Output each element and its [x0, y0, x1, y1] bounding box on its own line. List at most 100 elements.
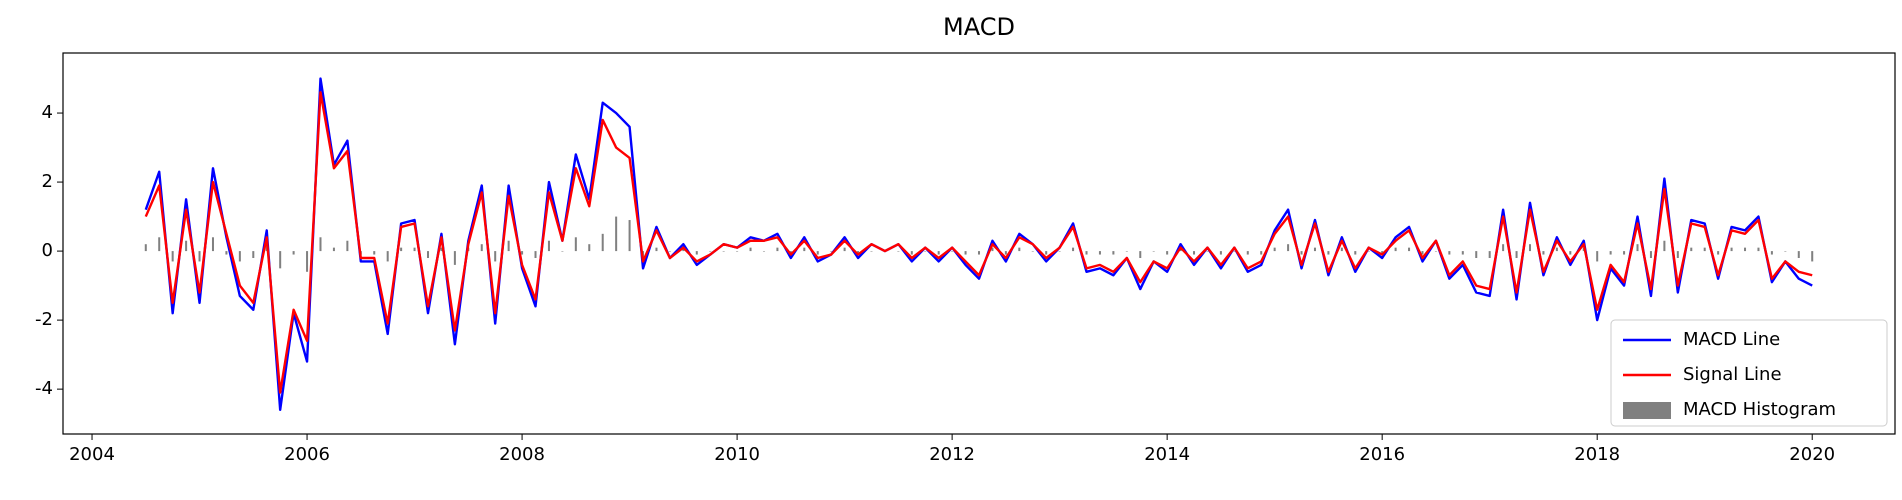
histogram-bar [1542, 251, 1545, 255]
histogram-bar [238, 251, 241, 262]
y-tick-label: 0 [42, 240, 53, 261]
x-tick-label: 2016 [1359, 444, 1405, 465]
histogram-bar [440, 247, 443, 252]
histogram-bar [279, 251, 282, 269]
histogram-bar [225, 251, 228, 255]
histogram-bar [1528, 244, 1532, 252]
histogram-bar [1367, 251, 1370, 252]
histogram-bar [964, 251, 967, 255]
histogram-bar [1730, 247, 1733, 252]
legend-swatch [1623, 402, 1671, 419]
histogram-bar [1408, 247, 1411, 252]
histogram-bar [1448, 251, 1451, 255]
histogram-bar [1018, 247, 1021, 252]
histogram-bar [1461, 251, 1464, 255]
histogram-bar [1488, 251, 1491, 258]
histogram-bar [1636, 244, 1639, 252]
histogram-bar [1609, 251, 1612, 255]
histogram-bar [722, 251, 725, 252]
histogram-bar [695, 251, 698, 255]
histogram-bar [762, 251, 765, 252]
histogram-bar [480, 244, 483, 252]
histogram-bar [1152, 251, 1155, 252]
histogram-bar [1085, 251, 1088, 255]
histogram-bar [1354, 251, 1357, 255]
line [144, 77, 1813, 412]
histogram-bar [1072, 247, 1075, 252]
histogram-bar [171, 251, 174, 262]
histogram-bar [547, 240, 550, 252]
histogram-bar [1381, 251, 1384, 255]
histogram-bar [1623, 251, 1626, 255]
histogram-bar [1394, 247, 1397, 252]
histogram-bar [1219, 251, 1222, 255]
histogram-bar [1313, 247, 1316, 252]
histogram-bar [1421, 251, 1424, 255]
histogram-bar [857, 251, 860, 255]
x-tick-label: 2004 [69, 444, 115, 465]
histogram-bar [413, 247, 416, 252]
histogram-bar [1770, 251, 1773, 255]
histogram-bar [1166, 251, 1169, 255]
x-tick-label: 2012 [929, 444, 975, 465]
histogram-bar [776, 247, 779, 252]
histogram-bar [144, 244, 147, 252]
histogram-bar [574, 237, 577, 252]
histogram-bar [158, 237, 161, 252]
histogram-bar [628, 220, 631, 252]
histogram-bar [1125, 251, 1128, 252]
histogram-bar [749, 247, 752, 252]
legend-label: MACD Line [1683, 329, 1780, 350]
histogram-bar [655, 247, 658, 252]
histogram-bar [1784, 251, 1787, 252]
histogram-bar [185, 240, 188, 252]
histogram-bar [816, 251, 819, 255]
histogram-bar [991, 247, 994, 252]
histogram-bar [1676, 251, 1679, 258]
histogram-bar [1031, 251, 1034, 252]
histogram-bar [1555, 247, 1558, 252]
histogram-bar [951, 251, 954, 252]
histogram-bar [1112, 251, 1115, 255]
histogram-bar [1434, 251, 1437, 252]
histogram-bar [977, 251, 981, 255]
x-tick-label: 2014 [1144, 444, 1190, 465]
histogram-bar [924, 251, 927, 252]
histogram-bar [601, 233, 604, 252]
histogram-bar [830, 251, 833, 252]
histogram-bar [292, 251, 295, 255]
histogram-bar [937, 251, 940, 255]
histogram-bar [211, 237, 214, 252]
histogram-bar [521, 251, 524, 255]
histogram-bar [507, 240, 510, 252]
histogram-bar [1797, 251, 1800, 258]
histogram-bar [1569, 251, 1572, 255]
histogram-bar [306, 251, 309, 272]
histogram-bar [910, 251, 913, 255]
x-tick-label: 2010 [714, 444, 760, 465]
histogram-bar [1502, 244, 1505, 252]
histogram-bar [1596, 251, 1599, 262]
histogram-bar [1045, 251, 1048, 255]
histogram-bar [198, 251, 201, 262]
histogram-bar [1233, 251, 1236, 252]
histogram-bar [709, 251, 712, 252]
histogram-bar [1004, 251, 1007, 255]
histogram-bar [386, 251, 389, 262]
histogram-bar [453, 251, 456, 265]
line [144, 91, 1813, 394]
histogram-bar [1246, 251, 1249, 255]
chart-title: MACD [943, 13, 1015, 41]
histogram-bar [843, 247, 846, 252]
x-tick-label: 2008 [499, 444, 545, 465]
histogram-bar [1340, 247, 1343, 252]
y-tick-label: -4 [35, 378, 53, 399]
histogram-bar [252, 251, 255, 258]
histogram-bar [373, 251, 376, 255]
histogram-bar [1475, 251, 1478, 258]
x-tick-label: 2006 [284, 444, 330, 465]
x-tick-label: 2018 [1574, 444, 1620, 465]
histogram-bar [426, 251, 430, 258]
histogram-bar [332, 247, 335, 252]
x-tick-label: 2020 [1789, 444, 1835, 465]
